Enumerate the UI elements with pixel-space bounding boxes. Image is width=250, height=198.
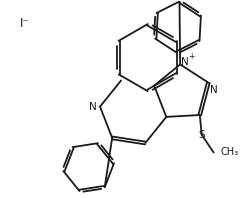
Text: +: +	[187, 52, 194, 61]
Text: N: N	[180, 57, 188, 68]
Text: I⁻: I⁻	[20, 17, 29, 30]
Text: CH₃: CH₃	[220, 148, 238, 157]
Text: S: S	[198, 130, 204, 140]
Text: N: N	[210, 85, 217, 95]
Text: N: N	[89, 102, 97, 112]
